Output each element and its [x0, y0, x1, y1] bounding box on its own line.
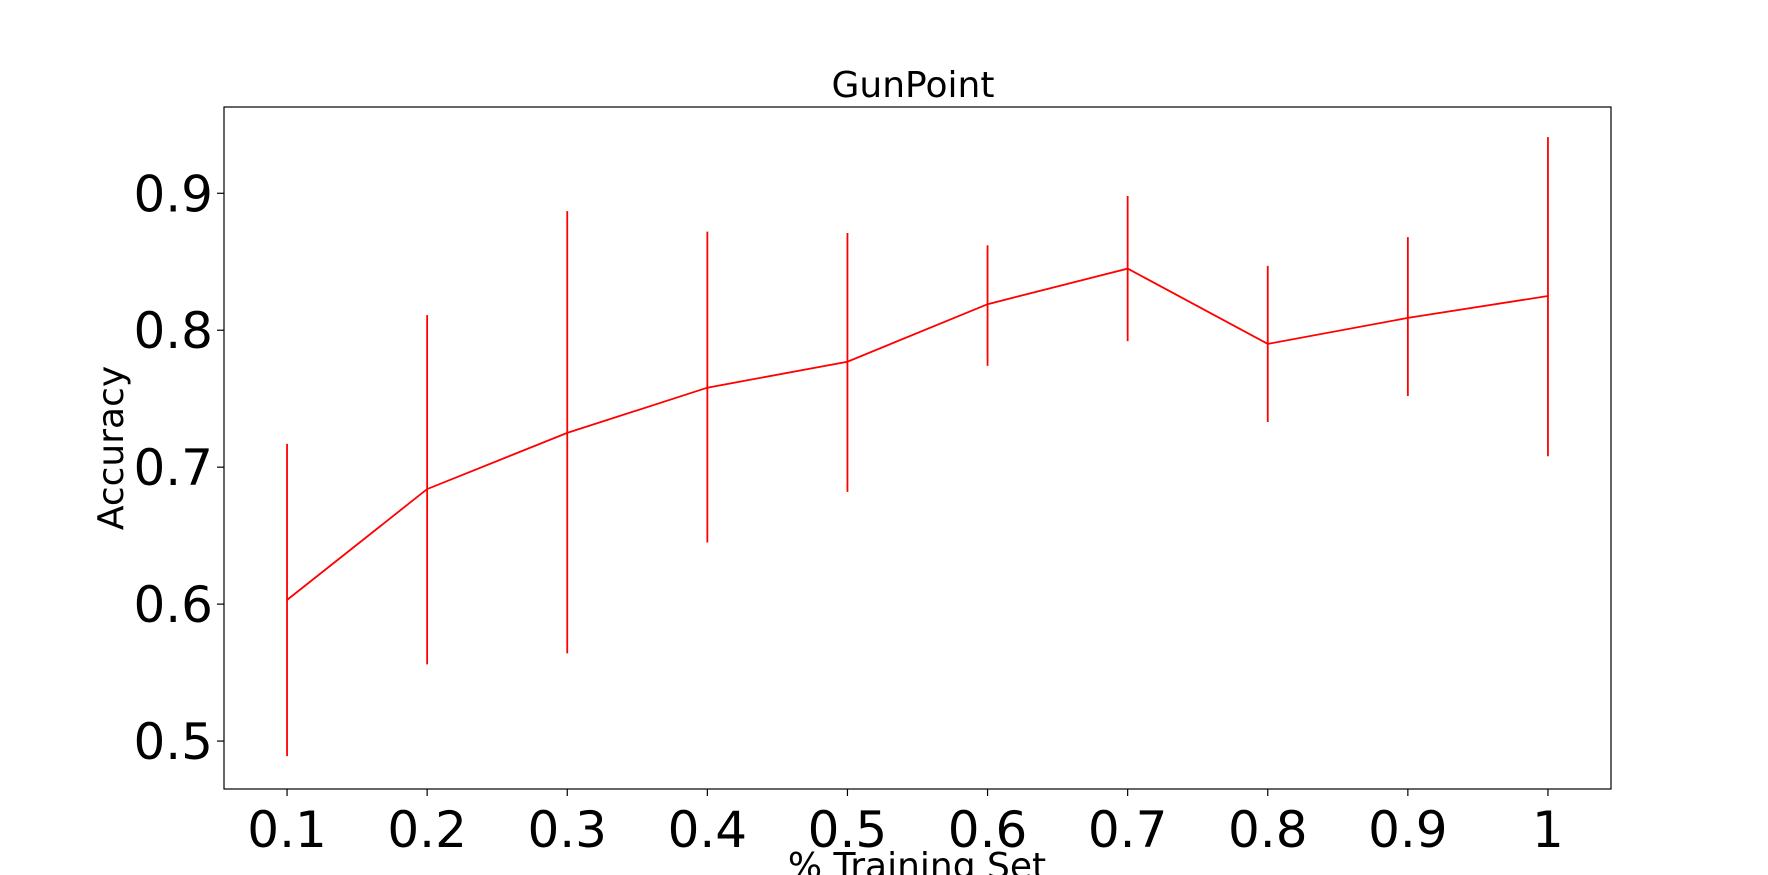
chart-title: GunPoint: [832, 65, 995, 106]
data-point: [1406, 316, 1409, 319]
x-tick-label: 0.2: [387, 801, 467, 859]
x-tick-label: 0.5: [808, 801, 888, 859]
y-tick-label: 0.6: [133, 576, 213, 634]
x-tick-label: 0.1: [247, 801, 327, 859]
series-line: [286, 267, 1549, 601]
x-tick-label: 0.8: [1228, 801, 1308, 859]
plot-area: [286, 137, 1549, 757]
data-point: [706, 386, 709, 389]
x-tick-label: 0.9: [1368, 801, 1448, 859]
y-axis: 0.5 0.6 0.7 0.8 0.9: [133, 165, 224, 771]
y-tick-label: 0.8: [133, 302, 213, 360]
x-axis-label: % Training Set: [788, 846, 1046, 875]
data-point: [846, 360, 849, 363]
plot-frame: [223, 106, 1612, 790]
data-point: [986, 303, 989, 306]
x-tick-label: 0.7: [1088, 801, 1168, 859]
x-tick-label: 1: [1532, 801, 1564, 859]
y-tick-label: 0.7: [133, 439, 213, 497]
y-tick-label: 0.9: [133, 165, 213, 223]
y-tick-label: 0.5: [133, 713, 213, 771]
x-axis: 0.1 0.2 0.3 0.4 0.5 0.6 0.7 0.8 0.9 1: [247, 789, 1564, 859]
x-tick-label: 0.4: [668, 801, 748, 859]
data-point: [1547, 295, 1549, 297]
data-point: [1266, 343, 1269, 345]
data-point: [1126, 267, 1129, 270]
data-point: [566, 432, 569, 434]
y-axis-label: Accuracy: [91, 366, 132, 530]
data-point: [426, 488, 429, 490]
data-point: [286, 599, 288, 601]
x-tick-label: 0.6: [948, 801, 1028, 859]
x-tick-label: 0.3: [527, 801, 607, 859]
